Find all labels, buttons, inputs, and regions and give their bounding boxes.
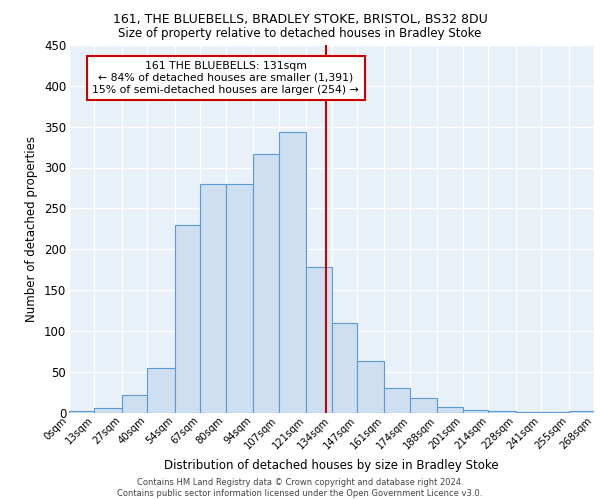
Bar xyxy=(148,368,175,412)
Text: Size of property relative to detached houses in Bradley Stoke: Size of property relative to detached ho… xyxy=(118,28,482,40)
Bar xyxy=(226,184,253,412)
Bar xyxy=(306,267,331,412)
Bar xyxy=(385,388,410,412)
Bar xyxy=(331,322,357,412)
Bar xyxy=(278,132,306,412)
X-axis label: Distribution of detached houses by size in Bradley Stoke: Distribution of detached houses by size … xyxy=(164,459,499,472)
Bar xyxy=(175,224,200,412)
Bar xyxy=(253,154,278,412)
Text: 161, THE BLUEBELLS, BRADLEY STOKE, BRISTOL, BS32 8DU: 161, THE BLUEBELLS, BRADLEY STOKE, BRIST… xyxy=(113,12,487,26)
Bar xyxy=(569,411,594,412)
Bar xyxy=(200,184,226,412)
Bar xyxy=(463,410,488,412)
Bar xyxy=(410,398,437,412)
Bar xyxy=(488,411,515,412)
Bar xyxy=(69,411,94,412)
Bar xyxy=(94,408,122,412)
Text: Contains HM Land Registry data © Crown copyright and database right 2024.
Contai: Contains HM Land Registry data © Crown c… xyxy=(118,478,482,498)
Bar xyxy=(122,394,148,412)
Y-axis label: Number of detached properties: Number of detached properties xyxy=(25,136,38,322)
Bar xyxy=(437,407,463,412)
Text: 161 THE BLUEBELLS: 131sqm
← 84% of detached houses are smaller (1,391)
15% of se: 161 THE BLUEBELLS: 131sqm ← 84% of detac… xyxy=(92,62,359,94)
Bar xyxy=(357,361,385,412)
